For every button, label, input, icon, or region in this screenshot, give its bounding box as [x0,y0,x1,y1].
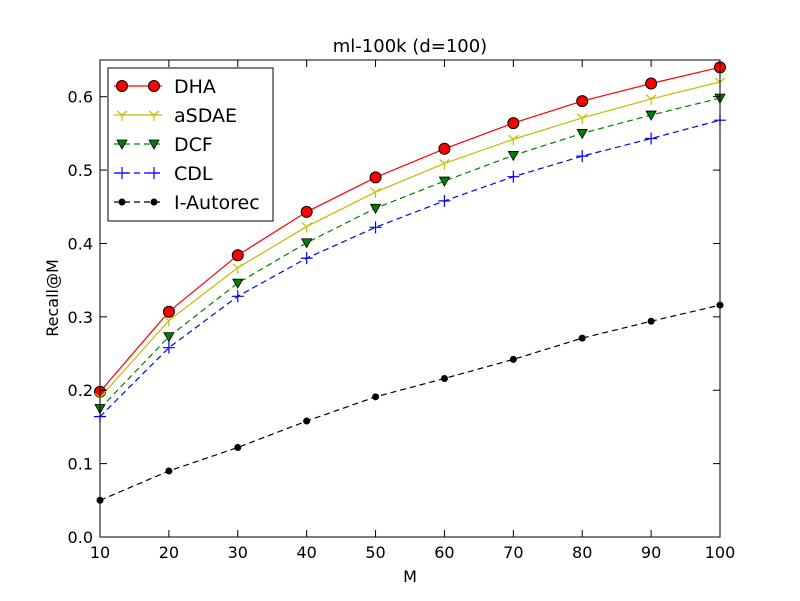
chart-title: ml-100k (d=100) [333,36,487,57]
legend-entry-i-autorec: I-Autorec [114,192,260,214]
marker-dha [576,95,589,108]
marker-legend-asdae [148,110,160,121]
marker-cdl [300,252,313,265]
marker-dcf [576,128,588,140]
tick-layer: 10 20 30 40 50 60 70 80 90 100 0.0 0.1 0.2 0.3 0.4 0.5 0… [68,60,736,562]
marker-dcf [645,110,657,121]
marker-cdl [576,150,589,163]
marker-dha [438,142,451,155]
marker-dcf [369,203,382,215]
legend: DHA aSDAE DCF CDL I-Autorec [107,67,274,222]
legend-label: DHA [174,76,216,98]
legend-label: DCF [174,134,213,156]
legend-label: CDL [174,163,213,185]
marker-dha [162,305,175,318]
y-tick-label: 0.1 [68,455,93,474]
marker-dcf [507,150,520,162]
marker-cdl [507,170,520,183]
marker-asdae [232,263,244,274]
x-tick-label: 90 [641,543,661,562]
y-tick-label: 0.3 [68,308,93,327]
marker-legend-dcf [148,139,160,150]
marker-dha [231,249,244,262]
series-dha [94,61,726,398]
series-cdl [94,114,726,423]
marker-asdae [576,113,588,124]
marker-asdae [439,159,450,170]
x-tick-label: 70 [503,543,523,562]
marker-cdl [369,221,382,234]
series-line-cdl [99,119,721,418]
legend-entry-asdae: aSDAE [114,105,237,127]
marker-asdae [507,134,519,146]
marker-i-autorec [303,417,311,425]
x-tick-label: 30 [228,543,248,562]
y-tick-label: 0.6 [68,88,93,107]
marker-legend-i-autorec [150,198,158,206]
marker-i-autorec [165,467,173,475]
legend-label: aSDAE [174,105,237,127]
marker-legend-dcf [116,139,128,150]
series-layer [94,61,726,504]
series-asdae [94,77,726,404]
plot-frame [99,59,721,538]
marker-legend-cdl [116,167,128,179]
marker-asdae [370,187,381,199]
marker-i-autorec [372,393,380,401]
marker-i-autorec [440,374,448,382]
marker-dcf [232,278,244,289]
x-tick-label: 80 [572,543,592,562]
series-line-asdae [99,81,721,398]
marker-dha [507,117,520,130]
series-i-autorec [96,301,724,504]
x-tick-label: 40 [296,543,316,562]
marker-dha [369,171,382,184]
x-axis-label: M [403,567,417,586]
marker-cdl [231,290,244,303]
x-tick-label: 50 [365,543,385,562]
marker-i-autorec [234,443,242,451]
legend-entry-dha: DHA [114,76,216,98]
series-line-dcf [99,97,721,409]
marker-legend-asdae [116,110,128,121]
marker-asdae [645,94,657,105]
marker-dcf [438,176,451,187]
legend-entry-dcf: DCF [114,134,213,156]
marker-dha [300,205,313,218]
marker-asdae [301,222,313,233]
marker-cdl [645,132,658,145]
legend-entry-cdl: CDL [114,163,213,185]
marker-i-autorec [578,334,586,342]
x-tick-label: 100 [705,543,736,562]
marker-legend-dha [148,80,160,92]
y-tick-label: 0.5 [68,161,93,180]
marker-cdl [162,341,175,354]
marker-i-autorec [509,355,517,363]
y-axis-label: Recall@M [43,259,62,337]
marker-legend-cdl [148,167,160,179]
y-tick-label: 0.0 [68,528,93,547]
x-tick-label: 20 [159,543,179,562]
series-line-dha [99,66,721,393]
y-tick-label: 0.2 [68,381,93,400]
marker-dha [645,77,658,90]
x-tick-label: 60 [434,543,454,562]
series-line-i-autorec [99,304,721,501]
marker-cdl [438,194,451,207]
marker-i-autorec [647,317,655,325]
x-tick-label: 10 [90,543,110,562]
marker-legend-i-autorec [118,198,126,206]
marker-asdae [163,316,175,327]
y-tick-label: 0.4 [68,234,93,253]
marker-legend-dha [116,80,128,92]
marker-dcf [163,332,175,343]
legend-label: I-Autorec [174,192,260,214]
marker-dcf [300,238,313,249]
